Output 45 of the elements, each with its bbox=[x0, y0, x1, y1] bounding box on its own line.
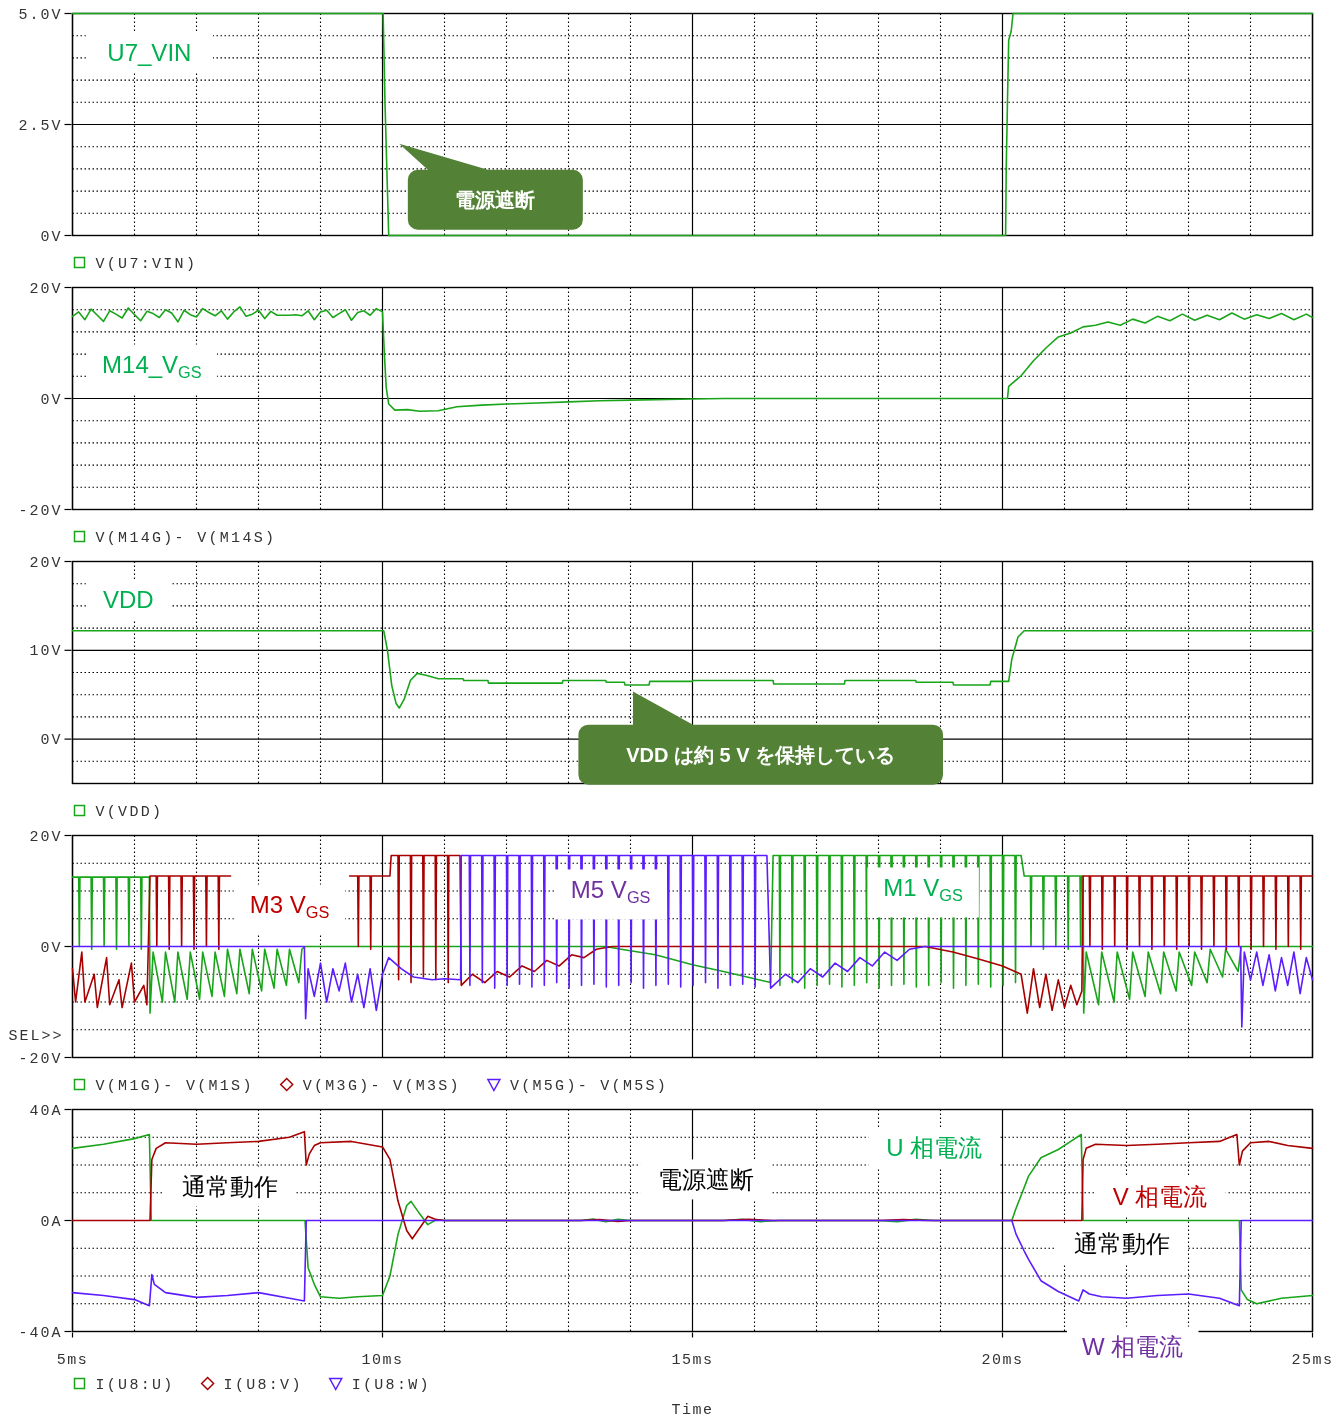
text: SEL>> bbox=[8, 1027, 64, 1045]
legend-label: V(M1G)- V(M1S) bbox=[95, 1077, 254, 1095]
x-tick-label: 10ms bbox=[361, 1351, 404, 1369]
y-tick-label: 20V bbox=[29, 828, 63, 846]
annotation: VDD は約 5 V を保持している bbox=[626, 743, 896, 766]
legend-label: V(M5G)- V(M5S) bbox=[509, 1077, 669, 1095]
y-tick-label: 10V bbox=[29, 643, 63, 661]
annotation: M5 V$_{GS}$ bbox=[570, 875, 651, 906]
y-tick-label: 0A bbox=[40, 1213, 63, 1231]
legend-label: V(M14G)- V(M14S) bbox=[95, 529, 277, 547]
legend-label: I(U8:W) bbox=[351, 1376, 431, 1394]
annotation: 電源遮断 bbox=[658, 1165, 755, 1193]
x-tick-label: 15ms bbox=[671, 1351, 714, 1369]
y-tick-label: 0V bbox=[40, 391, 63, 409]
annotation: VDD bbox=[102, 585, 154, 613]
y-tick-label: 0V bbox=[40, 732, 63, 750]
annotation: 通常動作 bbox=[1073, 1229, 1170, 1257]
x-tick-label: 25ms bbox=[1291, 1351, 1334, 1369]
y-tick-label: -20V bbox=[18, 502, 63, 520]
text: W 相電流 bbox=[1082, 1333, 1184, 1360]
annotation: M14_V$_{GS}$ bbox=[102, 350, 202, 381]
y-tick-label: 20V bbox=[29, 554, 63, 572]
legend-label: V(M3G)- V(M3S) bbox=[302, 1077, 461, 1095]
y-tick-label: 0V bbox=[40, 228, 63, 246]
annotation: V 相電流 bbox=[1112, 1182, 1208, 1210]
annotation: 通常動作 bbox=[181, 1172, 278, 1200]
x-tick-label: 20ms bbox=[981, 1351, 1024, 1369]
annotation: U 相電流 bbox=[886, 1133, 983, 1161]
legend-label: V(VDD) bbox=[95, 803, 164, 821]
legend-label: I(U8:U) bbox=[95, 1376, 175, 1394]
y-tick-label: -20V bbox=[18, 1050, 63, 1068]
y-tick-label: 20V bbox=[29, 280, 63, 298]
legend-label: V(U7:VIN) bbox=[95, 255, 198, 273]
y-tick-label: 5.0V bbox=[18, 6, 63, 24]
legend-label: I(U8:V) bbox=[223, 1376, 303, 1394]
y-tick-label: -40A bbox=[18, 1324, 63, 1342]
y-tick-label: 40A bbox=[29, 1102, 63, 1120]
annotation: U7_VIN bbox=[107, 38, 192, 66]
x-axis-title: Time bbox=[671, 1401, 714, 1417]
annotation: M3 V$_{GS}$ bbox=[249, 890, 330, 921]
y-tick-label: 2.5V bbox=[18, 117, 63, 135]
annotation: M1 V$_{GS}$ bbox=[883, 873, 964, 904]
x-tick-label: 5ms bbox=[56, 1351, 89, 1369]
annotation: 電源遮断 bbox=[455, 188, 536, 211]
y-tick-label: 0V bbox=[40, 939, 63, 957]
